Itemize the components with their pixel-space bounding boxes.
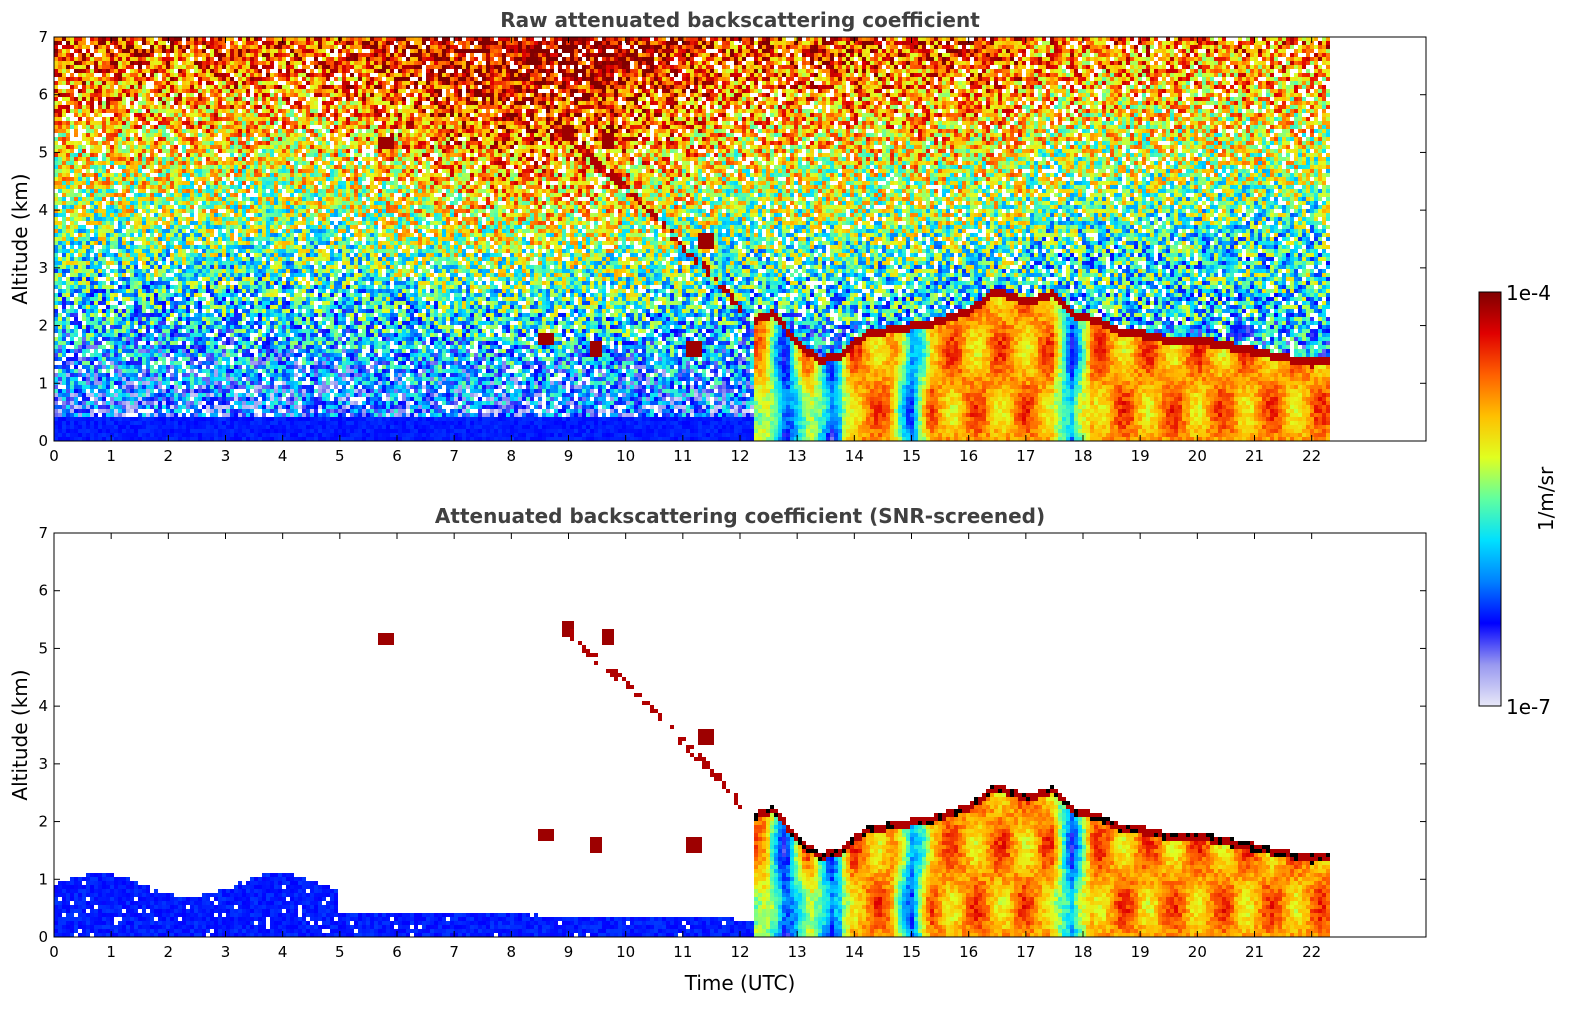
panel-1-title: Raw attenuated backscattering coefficien… [500,8,980,32]
panel-2-y-label: Altitude (km) [8,669,32,800]
y-tick-label: 3 [38,259,48,277]
x-tick-label: 1 [106,447,116,465]
x-tick-label: 11 [673,943,692,961]
x-tick-label: 17 [1016,943,1035,961]
colorbar-min-label: 1e-7 [1506,695,1551,719]
x-tick-label: 19 [1131,943,1150,961]
x-tick-label: 2 [164,447,174,465]
x-tick-label: 15 [902,943,921,961]
panel-2-title: Attenuated backscattering coefficient (S… [435,504,1045,528]
raw-backscatter-heatmap [54,37,1330,441]
x-tick-label: 20 [1188,943,1207,961]
x-tick-label: 4 [278,943,288,961]
x-tick-label: 9 [564,447,574,465]
x-tick-label: 10 [616,447,635,465]
raw-backscatter-panel: Raw attenuated backscattering coefficien… [8,8,1426,465]
x-tick-label: 19 [1131,447,1150,465]
x-tick-label: 9 [564,943,574,961]
x-tick-label: 3 [221,943,231,961]
panel-1-y-label: Altitude (km) [8,173,32,304]
x-tick-label: 3 [221,447,231,465]
y-tick-label: 4 [38,201,48,219]
x-tick-label: 6 [392,943,402,961]
x-tick-label: 4 [278,447,288,465]
x-tick-label: 0 [49,447,59,465]
colorbar-units-label: 1/m/sr [1534,466,1558,531]
x-tick-label: 22 [1302,943,1321,961]
colorbar-gradient [1479,292,1501,706]
y-tick-label: 5 [38,639,48,657]
y-tick-label: 5 [38,143,48,161]
x-tick-label: 21 [1245,447,1264,465]
x-tick-label: 1 [106,943,116,961]
x-tick-label: 8 [507,943,517,961]
x-tick-label: 13 [788,943,807,961]
x-tick-label: 14 [845,447,864,465]
x-tick-label: 5 [335,943,345,961]
x-tick-label: 6 [392,447,402,465]
y-tick-label: 2 [38,317,48,335]
figure: Raw attenuated backscattering coefficien… [0,0,1595,1020]
x-tick-label: 0 [49,943,59,961]
x-tick-label: 12 [730,447,749,465]
y-tick-label: 2 [38,813,48,831]
y-tick-label: 1 [38,870,48,888]
x-tick-label: 18 [1073,943,1092,961]
x-tick-label: 18 [1073,447,1092,465]
x-tick-label: 17 [1016,447,1035,465]
y-tick-label: 6 [38,86,48,104]
x-tick-label: 15 [902,447,921,465]
x-tick-label: 16 [959,943,978,961]
y-tick-label: 7 [38,524,48,542]
x-tick-label: 22 [1302,447,1321,465]
x-tick-label: 20 [1188,447,1207,465]
x-tick-label: 7 [449,943,459,961]
x-axis-label: Time (UTC) [684,971,796,995]
y-tick-label: 6 [38,582,48,600]
x-tick-label: 21 [1245,943,1264,961]
x-tick-label: 5 [335,447,345,465]
screened-backscatter-heatmap [54,621,1330,937]
x-tick-label: 7 [449,447,459,465]
colorbar: 1e-4 1e-7 1/m/sr [1479,281,1558,719]
x-tick-label: 16 [959,447,978,465]
snr-screened-backscatter-panel: Attenuated backscattering coefficient (S… [8,504,1426,995]
x-tick-label: 2 [164,943,174,961]
x-tick-label: 11 [673,447,692,465]
y-tick-label: 4 [38,697,48,715]
x-tick-label: 8 [507,447,517,465]
y-tick-label: 1 [38,374,48,392]
x-tick-label: 13 [788,447,807,465]
x-tick-label: 10 [616,943,635,961]
colorbar-max-label: 1e-4 [1506,281,1551,305]
x-tick-label: 14 [845,943,864,961]
y-tick-label: 0 [38,432,48,450]
x-tick-label: 12 [730,943,749,961]
y-tick-label: 0 [38,928,48,946]
y-tick-label: 3 [38,755,48,773]
y-tick-label: 7 [38,28,48,46]
